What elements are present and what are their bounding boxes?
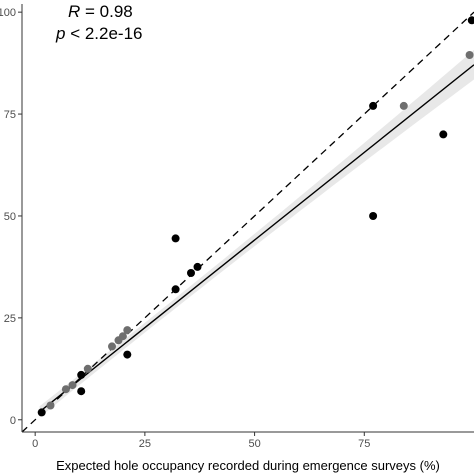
data-point	[369, 101, 378, 110]
correlation-label: R = 0.98	[68, 2, 133, 21]
x-tick-label: 25	[139, 438, 151, 450]
data-point	[68, 381, 77, 390]
plot-area	[21, 11, 474, 433]
data-point	[399, 101, 408, 110]
x-tick-label: 0	[32, 438, 38, 450]
x-tick-label: 75	[358, 438, 370, 450]
data-point	[37, 408, 46, 417]
x-tick-label: 50	[248, 438, 260, 450]
data-point	[123, 350, 132, 359]
data-point	[439, 130, 448, 139]
data-point	[83, 364, 92, 373]
y-tick-label: 0	[10, 415, 16, 427]
y-tick-label: 50	[4, 211, 16, 223]
data-point	[108, 342, 116, 351]
confidence-band	[39, 49, 474, 418]
data-point	[77, 387, 86, 396]
y-tick-label: 100	[0, 7, 16, 19]
data-point	[193, 262, 202, 271]
correlation-symbol: R	[68, 2, 80, 21]
y-tick-label: 75	[4, 109, 16, 121]
data-point	[171, 285, 180, 294]
p-value-symbol: p	[55, 24, 65, 43]
data-point	[369, 212, 378, 220]
data-point	[61, 385, 70, 394]
data-point	[187, 269, 195, 277]
data-point	[77, 370, 86, 379]
p-value-value: < 2.2e-16	[65, 24, 142, 43]
regression-line	[39, 64, 474, 413]
data-point	[118, 332, 127, 341]
data-point	[465, 51, 474, 59]
data-point	[171, 234, 180, 243]
data-point	[46, 401, 55, 410]
y-axis-ticks: 0 25 50 75 100	[0, 7, 22, 427]
y-tick-label: 25	[4, 313, 16, 325]
x-axis-ticks: 0 25 50 75	[32, 432, 370, 450]
data-point	[123, 326, 132, 335]
x-axis-title: Expected hole occupancy recorded during …	[56, 458, 440, 473]
data-point	[467, 16, 474, 25]
identity-reference-line	[21, 11, 474, 433]
p-value-label: p < 2.2e-16	[55, 24, 143, 43]
correlation-value: = 0.98	[80, 2, 132, 21]
